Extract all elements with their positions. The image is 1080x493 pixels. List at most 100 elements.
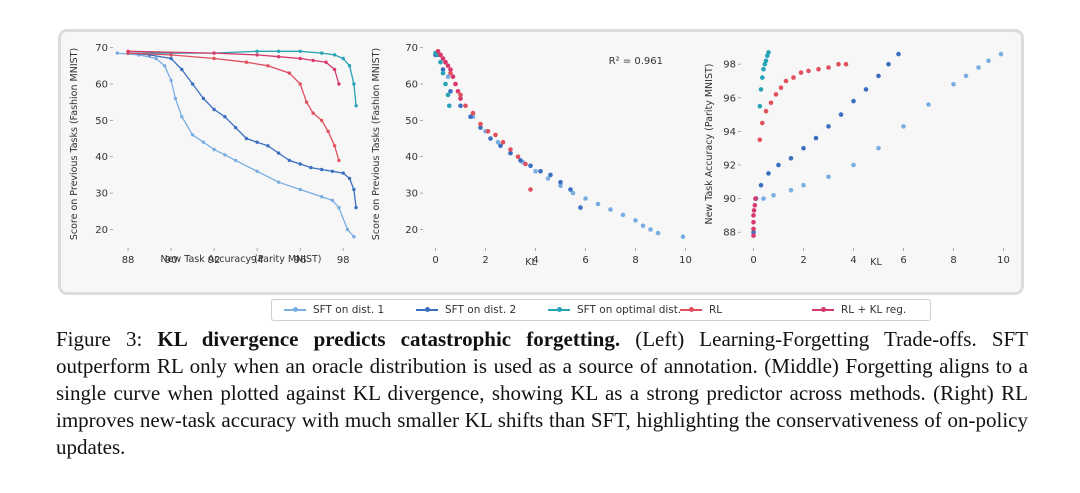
legend-swatch xyxy=(680,307,702,312)
data-point xyxy=(458,96,463,101)
y-tick-label: 30 xyxy=(405,189,418,200)
data-point xyxy=(851,98,856,104)
x-tick-label: 10 xyxy=(997,255,1010,266)
data-point xyxy=(173,96,178,101)
data-point xyxy=(863,87,869,92)
x-tick-label: 98 xyxy=(337,255,350,266)
data-point xyxy=(169,56,173,61)
series-sft-on-dist-1 xyxy=(433,52,686,239)
x-tick-label: 2 xyxy=(800,255,806,266)
data-point xyxy=(951,82,956,87)
legend-item-sft-on-dist-2: SFT on dist. 2 xyxy=(416,300,516,320)
data-point xyxy=(751,208,757,213)
y-tick-label: 50 xyxy=(95,116,108,127)
data-point xyxy=(448,89,453,94)
y-tick-label: 40 xyxy=(405,152,418,163)
data-point xyxy=(212,56,216,61)
x-tick-label: 6 xyxy=(900,255,906,266)
data-point xyxy=(233,158,238,163)
data-point xyxy=(440,70,446,76)
data-point xyxy=(758,182,764,188)
data-point xyxy=(450,74,456,79)
chart-2: 70 60 50 40 30 20 0 2 4 6 8 10 KL Score on Previous T… xyxy=(371,43,692,268)
data-point xyxy=(508,150,513,156)
legend-swatch xyxy=(548,307,570,312)
y-axis-label: Score on Previous Tasks (Fashion MNIST) xyxy=(371,48,382,240)
data-point xyxy=(201,96,206,101)
data-point xyxy=(448,70,453,76)
legend-item-sft-on-optimal-dist: SFT on optimal dist. xyxy=(548,300,681,320)
x-tick-label: 2 xyxy=(482,255,488,266)
data-point xyxy=(287,158,292,163)
legend-label: SFT on dist. 1 xyxy=(313,304,385,316)
x-tick-label: 4 xyxy=(532,255,538,266)
data-point xyxy=(276,151,281,155)
data-point xyxy=(345,227,350,232)
data-point xyxy=(445,63,451,69)
data-point xyxy=(470,110,476,116)
data-point xyxy=(633,218,638,223)
data-point xyxy=(352,82,356,86)
data-point xyxy=(518,158,523,163)
data-point xyxy=(201,140,206,144)
data-point xyxy=(276,180,281,184)
data-point xyxy=(443,81,448,87)
data-point xyxy=(154,56,158,61)
data-point xyxy=(751,226,756,232)
y-tick-label: 20 xyxy=(405,225,418,236)
data-point xyxy=(255,53,259,57)
legend-swatch-marker xyxy=(425,307,430,312)
data-point xyxy=(354,205,358,210)
data-point xyxy=(298,49,302,53)
data-point xyxy=(320,195,324,199)
data-point xyxy=(453,81,458,87)
x-tick-label: 4 xyxy=(850,255,856,266)
series-sft-on-optimal-dist xyxy=(126,49,358,108)
series-line xyxy=(128,50,357,106)
y-tick-label: 50 xyxy=(405,116,418,127)
data-point xyxy=(493,132,498,138)
legend-swatch xyxy=(812,307,834,312)
data-point xyxy=(126,49,130,53)
data-point xyxy=(843,61,849,67)
data-point xyxy=(223,153,227,157)
data-point xyxy=(570,190,576,196)
data-point xyxy=(751,229,756,235)
data-point xyxy=(468,114,473,119)
data-point xyxy=(813,135,819,141)
data-point xyxy=(330,169,335,173)
data-point xyxy=(533,169,538,174)
data-point xyxy=(162,64,167,68)
data-point xyxy=(608,207,613,212)
data-point xyxy=(763,108,769,114)
data-point xyxy=(266,144,270,148)
data-point xyxy=(826,65,831,70)
data-point xyxy=(655,230,661,236)
y-tick-label: 98 xyxy=(723,60,736,71)
y-tick-label: 92 xyxy=(723,161,736,172)
data-point xyxy=(548,172,553,178)
data-point xyxy=(438,59,443,65)
legend-label: RL xyxy=(709,304,723,316)
data-point xyxy=(495,139,501,145)
data-point xyxy=(926,102,931,107)
data-point xyxy=(528,187,533,192)
data-point xyxy=(443,59,448,65)
data-point xyxy=(212,107,216,112)
data-point xyxy=(478,125,483,130)
legend-swatch-marker xyxy=(821,307,826,312)
data-point xyxy=(752,203,758,208)
data-point xyxy=(320,167,324,172)
data-point xyxy=(986,58,991,64)
data-point xyxy=(337,82,341,86)
series-sft-on-dist-2 xyxy=(751,51,901,235)
data-point xyxy=(751,213,756,218)
data-point xyxy=(298,82,302,86)
data-point xyxy=(212,147,216,152)
data-point xyxy=(435,49,441,54)
series-sft-on-dist-1 xyxy=(751,51,1004,235)
series-sft-on-optimal-dist xyxy=(757,50,771,109)
x-tick-label: 88 xyxy=(122,255,135,266)
series-rl-kl-reg xyxy=(435,49,463,101)
legend: SFT on dist. 1 SFT on dist. 2 SFT on optim… xyxy=(271,299,931,321)
